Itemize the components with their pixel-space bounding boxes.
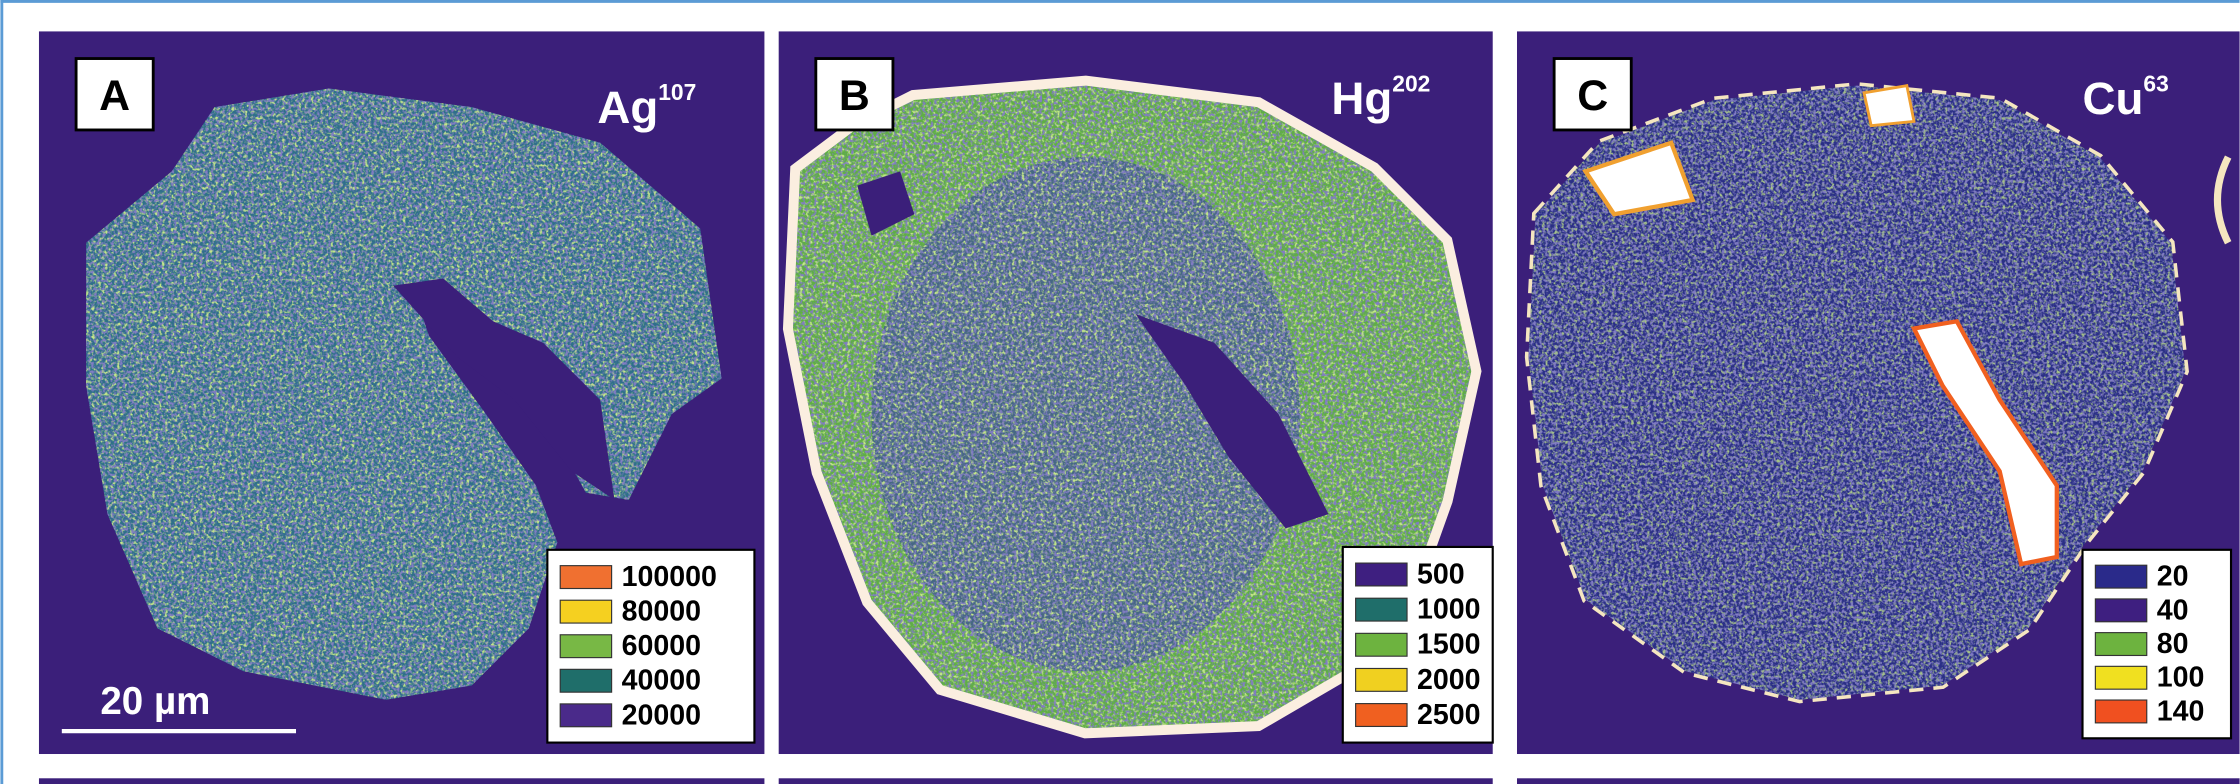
legend-swatch [2095,565,2146,588]
isotope: 107 [658,79,696,105]
panel-edge [779,778,1493,784]
legend-label: 20 [2157,561,2189,593]
legend-label: 80000 [622,596,701,628]
legend-swatch [560,704,611,727]
figure: A Ag107 20 µm 10000080000600004000020000… [0,0,2240,784]
legend-label: 140 [2157,695,2205,727]
legend-label: 1000 [1417,594,1481,626]
element: Cu [2083,73,2144,124]
legend-label: 60000 [622,630,701,662]
legend-swatch [2095,633,2146,656]
panel-label: C [1577,72,1608,120]
legend-swatch [1356,563,1407,586]
legend-swatch [2095,599,2146,622]
legend-label: 20000 [622,699,701,731]
legend-swatch [1356,704,1407,727]
element: Hg [1331,73,1392,124]
isotope: 63 [2143,70,2168,96]
legend-swatch [2095,700,2146,723]
legend-label: 40 [2157,594,2189,626]
hotspot [1864,86,1914,126]
legend-swatch [1356,598,1407,621]
legend-label: 100 [2157,662,2205,694]
page: A Ag107 20 µm 10000080000600004000020000… [0,0,2240,784]
legend-label: 40000 [622,665,701,697]
element: Ag [597,82,658,133]
panel-edge [39,778,764,784]
panel-label: A [99,72,130,120]
legend-label: 500 [1417,558,1465,590]
panel-label: B [839,72,870,120]
legend-swatch [560,600,611,623]
legend-swatch [1356,668,1407,691]
scale-bar-label: 20 µm [100,680,210,723]
isotope: 202 [1392,70,1430,96]
panel-edge [1517,778,2240,784]
legend-swatch [560,635,611,658]
legend-label: 1500 [1417,629,1481,661]
legend-label: 2500 [1417,699,1481,731]
legend-label: 2000 [1417,664,1481,696]
legend-swatch [560,566,611,589]
legend-swatch [560,669,611,692]
legend-swatch [1356,633,1407,656]
legend-label: 100000 [622,561,717,593]
legend-swatch [2095,666,2146,689]
legend-label: 80 [2157,628,2189,660]
